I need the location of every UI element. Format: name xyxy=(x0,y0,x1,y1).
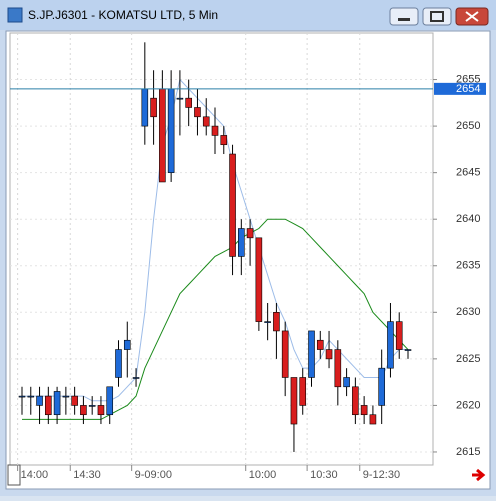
candle-body xyxy=(27,395,35,398)
candle-body xyxy=(159,88,166,183)
y-tick-label: 2645 xyxy=(456,167,480,179)
candle-body xyxy=(123,339,131,350)
y-tick-label: 2615 xyxy=(456,446,480,458)
candle-body xyxy=(176,97,184,100)
candle-body xyxy=(115,349,122,378)
x-tick-label: 9-12:30 xyxy=(363,469,400,481)
candle-body xyxy=(167,88,175,173)
y-tick-label: 2620 xyxy=(456,399,480,411)
candle-body xyxy=(255,237,263,322)
candle-body xyxy=(387,321,394,369)
close-icon xyxy=(465,11,479,22)
candle-body xyxy=(150,97,157,118)
scroll-right-arrow[interactable] xyxy=(472,468,486,482)
minimize-button[interactable] xyxy=(389,7,419,26)
x-tick-label: 14:00 xyxy=(21,469,49,481)
candle-body xyxy=(281,330,289,378)
candle-body xyxy=(229,153,236,257)
maximize-icon xyxy=(430,11,444,22)
candle-body xyxy=(343,377,350,388)
candle-body xyxy=(238,228,245,257)
maximize-button[interactable] xyxy=(422,7,452,26)
candle-body xyxy=(316,339,324,350)
candle-body xyxy=(18,395,26,398)
candle-body xyxy=(141,88,149,127)
y-tick-label: 2625 xyxy=(456,353,480,365)
candle-body xyxy=(404,349,412,351)
candle-body xyxy=(299,377,307,406)
y-tick-label: 2655 xyxy=(456,73,480,85)
candle-body xyxy=(220,135,228,146)
candle-body xyxy=(334,349,342,388)
candle-body xyxy=(325,349,333,360)
app-icon xyxy=(7,7,23,23)
candle-body xyxy=(45,395,52,416)
candle-body xyxy=(264,321,271,323)
candle-body xyxy=(53,391,61,416)
candle-body xyxy=(106,386,114,416)
candle-body xyxy=(194,107,201,118)
scroll-box[interactable] xyxy=(7,464,21,486)
current-price-box xyxy=(434,82,486,95)
plot-area xyxy=(9,32,434,466)
candle-body xyxy=(202,116,210,127)
y-tick-label: 2650 xyxy=(456,120,480,132)
candle-body xyxy=(273,312,280,332)
candle-body xyxy=(211,125,219,136)
x-tick-label: 9-09:00 xyxy=(135,469,172,481)
candle-body xyxy=(352,386,359,416)
candle-body xyxy=(36,395,43,406)
candle-body xyxy=(290,377,298,425)
plot: 2615 2620 2625 2630 2635 2640 2645 2650 2655 14:0… xyxy=(10,33,486,481)
x-tick-label: 14:30 xyxy=(73,469,101,481)
x-tick-label: 10:30 xyxy=(310,469,338,481)
y-tick-label: 2635 xyxy=(456,260,480,272)
current-price-label: 2654 xyxy=(456,83,480,95)
candle-body xyxy=(378,367,385,406)
candle-body xyxy=(369,414,377,425)
minimize-icon xyxy=(398,18,410,21)
candle-body xyxy=(395,321,403,350)
candle-body xyxy=(308,330,315,378)
moving-average-line xyxy=(22,218,409,420)
y-tick-label: 2630 xyxy=(456,306,480,318)
candle-body xyxy=(185,97,192,108)
candle-body xyxy=(97,405,105,416)
candle-body xyxy=(80,405,87,416)
candle-body xyxy=(132,377,140,379)
candle-body xyxy=(88,405,96,407)
window-title: S.JP.J6301 - KOMATSU LTD, 5 Min xyxy=(28,8,218,22)
candle-body xyxy=(71,395,78,406)
candle-body xyxy=(62,395,70,398)
candle-body xyxy=(246,228,254,239)
y-tick-label: 2640 xyxy=(456,213,480,225)
candle-body xyxy=(360,405,368,416)
x-tick-label: 10:00 xyxy=(249,469,277,481)
